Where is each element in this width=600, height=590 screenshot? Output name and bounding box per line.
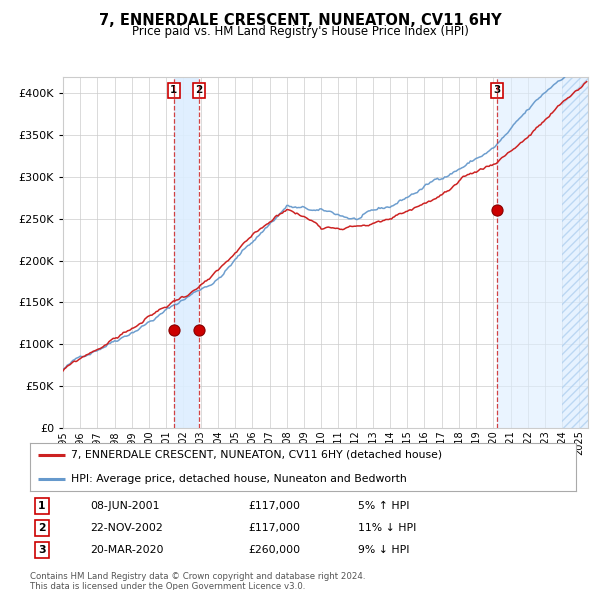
- Text: 2: 2: [195, 86, 202, 96]
- Text: This data is licensed under the Open Government Licence v3.0.: This data is licensed under the Open Gov…: [30, 582, 305, 590]
- Text: 3: 3: [38, 545, 46, 555]
- Bar: [562, 77, 588, 428]
- Bar: [497, 77, 588, 428]
- Text: 2: 2: [38, 523, 46, 533]
- Text: 1: 1: [170, 86, 178, 96]
- Text: 7, ENNERDALE CRESCENT, NUNEATON, CV11 6HY (detached house): 7, ENNERDALE CRESCENT, NUNEATON, CV11 6H…: [71, 450, 442, 460]
- Text: £117,000: £117,000: [248, 502, 301, 512]
- Text: Price paid vs. HM Land Registry's House Price Index (HPI): Price paid vs. HM Land Registry's House …: [131, 25, 469, 38]
- Text: 20-MAR-2020: 20-MAR-2020: [90, 545, 164, 555]
- Text: 5% ↑ HPI: 5% ↑ HPI: [358, 502, 409, 512]
- Bar: [174, 77, 199, 428]
- Text: £260,000: £260,000: [248, 545, 301, 555]
- Text: £117,000: £117,000: [248, 523, 301, 533]
- Text: Contains HM Land Registry data © Crown copyright and database right 2024.: Contains HM Land Registry data © Crown c…: [30, 572, 365, 581]
- Text: 08-JUN-2001: 08-JUN-2001: [90, 502, 160, 512]
- Text: HPI: Average price, detached house, Nuneaton and Bedworth: HPI: Average price, detached house, Nune…: [71, 474, 407, 484]
- Text: 7, ENNERDALE CRESCENT, NUNEATON, CV11 6HY: 7, ENNERDALE CRESCENT, NUNEATON, CV11 6H…: [98, 13, 502, 28]
- Bar: [562, 77, 588, 428]
- Text: 1: 1: [38, 502, 46, 512]
- Text: 11% ↓ HPI: 11% ↓ HPI: [358, 523, 416, 533]
- Text: 22-NOV-2002: 22-NOV-2002: [90, 523, 163, 533]
- Text: 3: 3: [493, 86, 501, 96]
- Text: 9% ↓ HPI: 9% ↓ HPI: [358, 545, 409, 555]
